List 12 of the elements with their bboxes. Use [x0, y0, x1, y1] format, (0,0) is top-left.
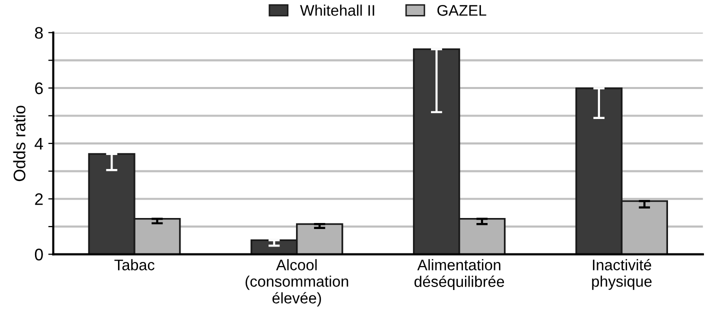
- x-tick-label: Alcool (consommation élevée): [246, 259, 348, 306]
- y-tick-label: 4: [34, 138, 44, 150]
- y-axis-title: Odds ratio: [13, 106, 26, 182]
- y-tick-label: 2: [35, 193, 43, 205]
- x-tick-label: Inactivité physique: [592, 258, 652, 290]
- legend-label: GAZEL: [437, 5, 486, 16]
- legend-label: Whitehall II: [300, 4, 374, 16]
- y-tick-label: 6: [35, 82, 43, 94]
- y-tick-label: 0: [34, 248, 43, 260]
- x-tick-label: Tabac: [114, 259, 154, 270]
- x-tick-label: Alimentation déséquilibrée: [414, 259, 504, 290]
- y-tick-label: 8: [34, 27, 43, 39]
